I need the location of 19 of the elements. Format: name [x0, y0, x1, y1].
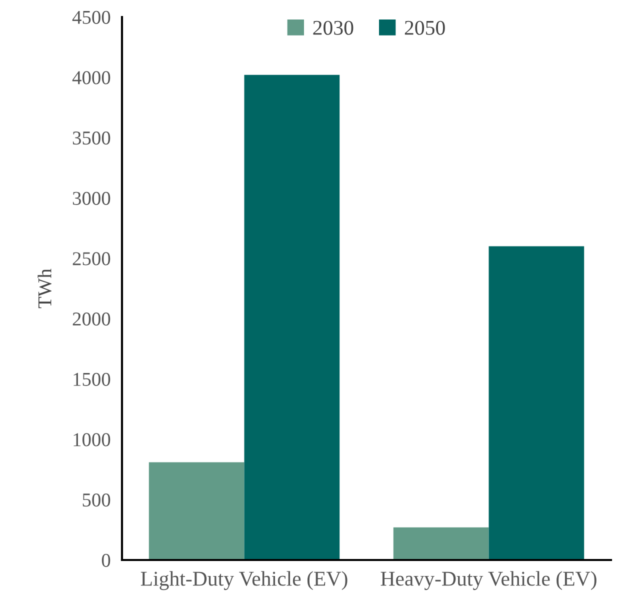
legend-label: 2050 [404, 20, 445, 35]
y-tick-label: 0 [102, 554, 110, 567]
y-tick-label: 4500 [72, 10, 110, 24]
y-tick-label: 2000 [72, 312, 110, 326]
y-tick-label: 4000 [72, 71, 110, 84]
bar [393, 527, 489, 560]
y-tick-label: 1000 [74, 433, 110, 446]
bar [244, 74, 340, 560]
y-tick-label: 3000 [72, 192, 110, 205]
y-tick-label: 500 [82, 493, 110, 507]
x-tick-label: Light-Duty Vehicle (EV) [140, 571, 348, 590]
y-axis-title: TWh [38, 268, 52, 308]
legend-label: 2030 [313, 20, 354, 35]
x-tick-label: Heavy-Duty Vehicle (EV) [380, 571, 596, 590]
y-tick-label: 3500 [72, 131, 110, 145]
y-tick-label: 1500 [74, 372, 110, 386]
y-tick-label: 2500 [72, 252, 110, 266]
bar [488, 246, 584, 560]
bar [148, 462, 244, 560]
